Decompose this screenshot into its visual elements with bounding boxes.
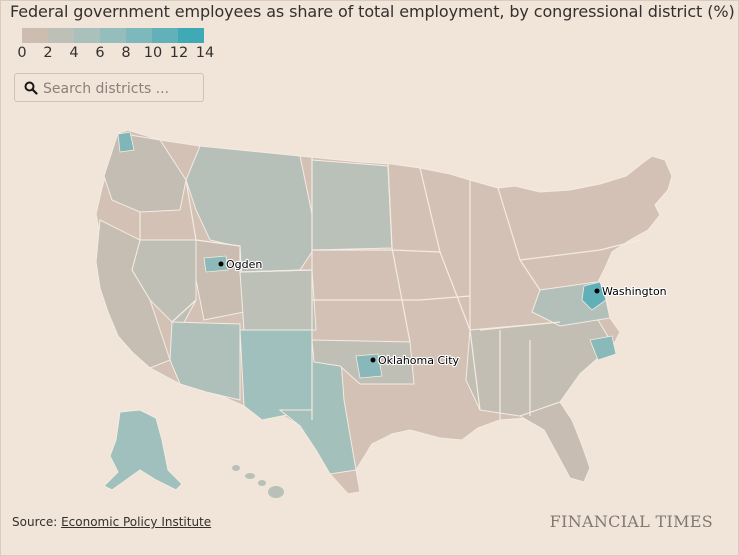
- search-input[interactable]: [41, 75, 203, 102]
- legend-tick-14: 14: [195, 45, 215, 61]
- source-credit: Source: Economic Policy Institute: [12, 515, 211, 529]
- region-california: [95, 219, 171, 369]
- legend-tick-2: 2: [43, 45, 53, 61]
- region-dc-maryland: [581, 281, 607, 311]
- region-pacific-nw: [103, 132, 187, 213]
- legend-swatch-0-2: [22, 28, 48, 43]
- legend-swatch-10-12: [152, 28, 178, 43]
- search-icon: [24, 81, 38, 95]
- legend-tick-4: 4: [69, 45, 79, 61]
- city-label-oklahoma-city: Oklahoma City: [378, 354, 460, 367]
- source-prefix: Source:: [12, 515, 62, 529]
- hawaii: [232, 465, 284, 498]
- legend-swatch-12-14: [178, 28, 204, 43]
- region-utah: [195, 239, 245, 321]
- map-land: [95, 129, 673, 495]
- legend-swatch-6-8: [100, 28, 126, 43]
- legend-tick-10: 10: [143, 45, 163, 61]
- alaska: [103, 409, 183, 491]
- region-southeast: [465, 319, 611, 417]
- legend-swatch-4-6: [74, 28, 100, 43]
- state-borders: [139, 156, 641, 420]
- city-ogden: Ogden: [218, 257, 263, 272]
- legend-bar: [22, 28, 204, 43]
- region-ogden: [203, 255, 229, 273]
- city-label-washington: Washington: [602, 285, 667, 298]
- source-link[interactable]: Economic Policy Institute: [61, 515, 212, 529]
- region-arizona: [169, 321, 241, 401]
- region-puget: [117, 131, 135, 153]
- region-colorado: [239, 269, 317, 331]
- city-washington: Washington: [594, 284, 668, 299]
- page-title: Federal government employees as share of…: [10, 2, 735, 21]
- region-florida: [518, 401, 591, 483]
- color-legend: 0 2 4 6 8 10 12 14: [17, 28, 214, 65]
- legend-ticks: 0 2 4 6 8 10 12 14: [17, 45, 214, 65]
- city-oklahoma-city: Oklahoma City: [370, 353, 461, 368]
- city-label-ogden: Ogden: [226, 258, 262, 271]
- legend-tick-0: 0: [17, 45, 27, 61]
- region-new-mexico: [239, 329, 313, 421]
- ft-logo: FINANCIAL TIMES: [549, 512, 713, 531]
- legend-swatch-2-4: [48, 28, 74, 43]
- legend-tick-8: 8: [121, 45, 131, 61]
- search-box[interactable]: [14, 73, 204, 102]
- us-district-map: Ogden Washington Oklahoma City: [95, 129, 673, 498]
- region-dakotas: [311, 159, 393, 251]
- legend-swatch-8-10: [126, 28, 152, 43]
- region-nc-coast: [589, 335, 617, 361]
- legend-tick-12: 12: [169, 45, 189, 61]
- legend-tick-6: 6: [95, 45, 105, 61]
